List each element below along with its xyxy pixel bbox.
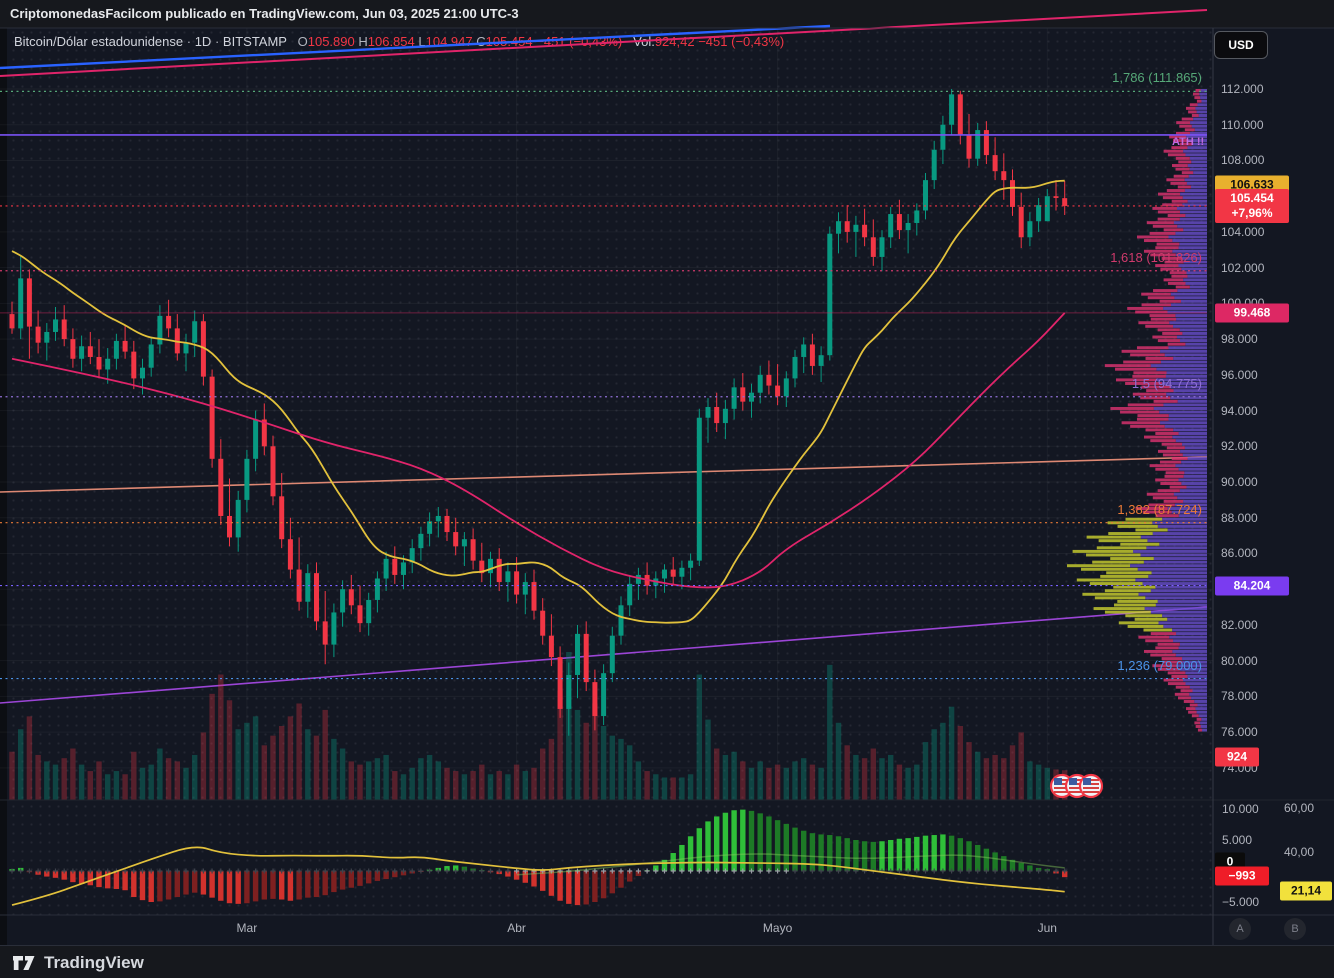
currency-toggle-button[interactable]: USD	[1214, 31, 1268, 59]
price-gridlines	[0, 28, 1213, 800]
price-tag: 99.468	[1215, 303, 1289, 323]
fib-level-label: 1,786 (111.865)	[1112, 70, 1202, 86]
time-axis-label: Jun	[1037, 921, 1057, 935]
indicator-pane	[9, 809, 1068, 906]
price-axis-label: 94.000	[1221, 403, 1258, 418]
price-axis-label: 104.000	[1221, 224, 1265, 239]
close-label: C	[476, 34, 486, 49]
footer-bar: TradingView	[0, 945, 1334, 978]
price-tag: 21,14	[1280, 881, 1332, 901]
price-tag: 84.204	[1215, 576, 1289, 596]
price-axis-label: 110.000	[1221, 117, 1264, 132]
high-label: H	[358, 34, 368, 49]
price-axis-label: 78.000	[1221, 689, 1258, 704]
time-axis-label: Mayo	[762, 921, 793, 935]
indicator-axis-label: −5.000	[1222, 895, 1260, 909]
ma-slow-line	[11, 312, 1066, 589]
price-axis-label: 102.000	[1221, 260, 1265, 275]
price-axis-label: 82.000	[1221, 617, 1258, 632]
time-axis-label: Mar	[236, 921, 258, 935]
open-value: 105.890	[307, 34, 355, 49]
trend-line	[0, 606, 1208, 704]
attribution-bar: CriptomonedasFacilcom publicado en Tradi…	[0, 0, 1334, 28]
osc-green-line	[516, 853, 1065, 876]
price-tag: 105.454 +7,96%	[1215, 188, 1289, 223]
volume-profile	[1067, 89, 1207, 732]
price-axis-label: 76.000	[1221, 725, 1258, 740]
pane-a-button[interactable]: A	[1229, 918, 1251, 940]
exchange-label: BITSTAMP	[222, 34, 287, 49]
price-axis-label: 92.000	[1221, 439, 1258, 454]
pane-b-button[interactable]: B	[1284, 918, 1306, 940]
price-axis-label: 90.000	[1221, 475, 1258, 490]
price-tag: 924	[1215, 747, 1259, 767]
main-pane	[0, 28, 1213, 800]
volume-bars	[9, 652, 1068, 800]
indicator-axis-label: 5.000	[1222, 833, 1253, 847]
ma-fast-line	[11, 179, 1065, 624]
fib-level-label: 1,5 (94.775)	[1131, 375, 1202, 391]
indicator-axis-label: 10.000	[1222, 802, 1259, 816]
tradingview-brand-text: TradingView	[44, 952, 144, 972]
high-value: 106.854	[367, 34, 415, 49]
event-flags	[1049, 773, 1104, 799]
interval-label: 1D	[194, 34, 212, 49]
price-axis-label: 86.000	[1221, 546, 1258, 561]
fib-level-label: 1,236 (79.000)	[1117, 657, 1202, 673]
us-flag-icon[interactable]	[1078, 773, 1104, 799]
open-label: O	[297, 34, 308, 49]
price-axis-label: 98.000	[1221, 332, 1258, 347]
attribution-text: CriptomonedasFacilcom publicado en Tradi…	[10, 6, 519, 21]
time-axis-label: Abr	[507, 921, 526, 935]
trend-line	[0, 9, 1208, 77]
price-axis-label: 88.000	[1221, 510, 1258, 525]
fib-level-label: 1,618 (101.826)	[1110, 249, 1202, 265]
ath-note-label: ATH !!	[1172, 136, 1205, 148]
tradingview-logo-icon	[13, 955, 35, 970]
osc-yellow-line	[11, 846, 1065, 906]
price-axis-label: 112.000	[1221, 82, 1264, 96]
indicator-axis-label: 60,00	[1284, 801, 1315, 815]
chart-grid-dots	[0, 28, 1213, 915]
fib-level-label: 1,382 (87.724)	[1117, 501, 1202, 517]
price-axis-label: 80.000	[1221, 653, 1258, 668]
price-axis-label: 108.000	[1221, 153, 1265, 168]
candles-layer	[9, 89, 1068, 736]
price-tag: −993	[1215, 866, 1269, 886]
volume-change: −451 (−0,43%)	[698, 34, 785, 49]
low-label: L	[418, 34, 426, 49]
indicator-axis-label: 40,00	[1284, 845, 1315, 859]
price-axis-label: 96.000	[1221, 367, 1258, 382]
left-edge-strip	[0, 28, 7, 945]
symbol-title: Bitcoin/Dólar estadounidense	[14, 34, 184, 49]
trend-line	[0, 456, 1208, 493]
trend-line	[0, 24, 831, 70]
